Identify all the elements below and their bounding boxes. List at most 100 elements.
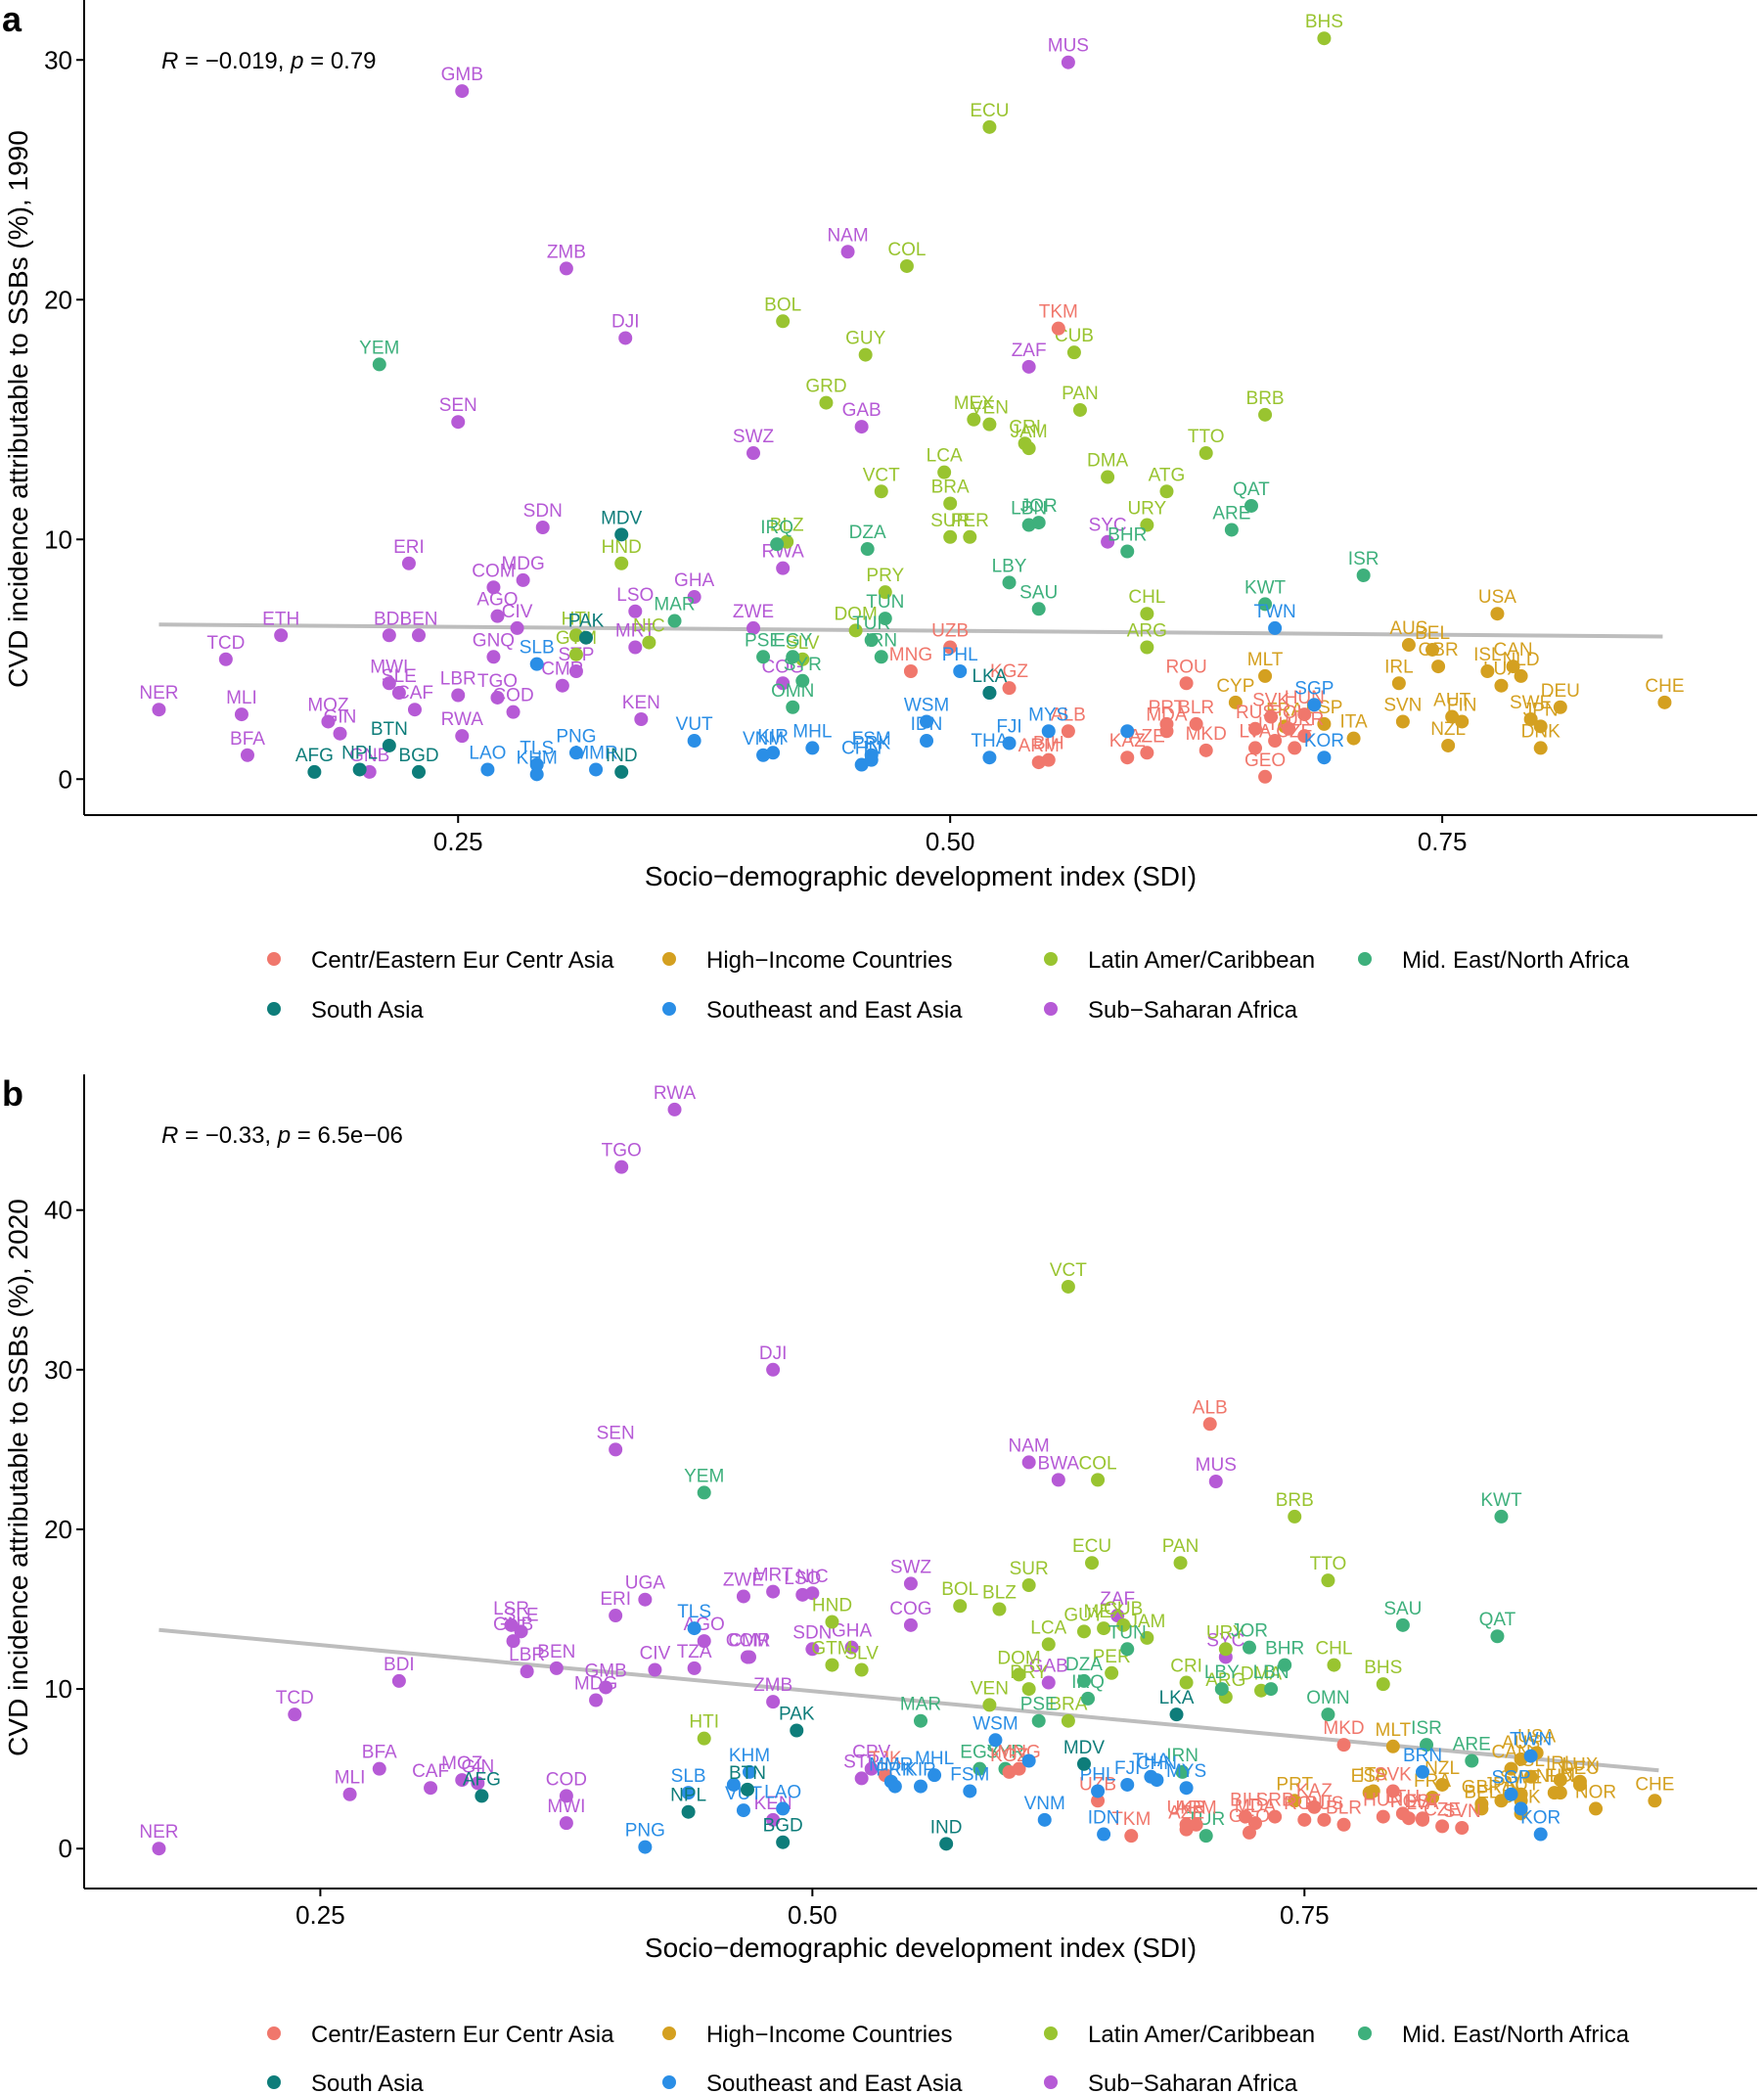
point-label-twn: TWN [1510,1730,1552,1751]
legend-label-high-income-countries: High−Income Countries [706,2022,952,2048]
point-label-idn: IDN [911,714,943,735]
point-label-alb: ALB [1051,705,1086,725]
panel-a-plot: 0 10 20 30 0.25 0.50 0.75 NER TCD ETH MLI BFA MOZGIN… [44,0,1757,856]
point-png [568,746,583,760]
point-moz [321,714,336,729]
point-lux [1572,1774,1587,1789]
point-dji [618,331,633,345]
point-label-sgp: SGP [1294,678,1334,699]
point-label-omn: OMN [1306,1688,1349,1708]
point-label-bol: BOL [764,295,801,315]
point-label-per: PER [951,511,989,531]
point-lux [1494,678,1509,693]
point-svn [1395,714,1410,729]
point-label-ner: NER [139,683,178,704]
panel-a-series-sub-saharan-africa: NERTCDETHMLIBFAMOZGINGMBZMBDJISENERISDNM… [139,36,1127,779]
point-tha [982,751,997,765]
point-label-nzl: NZL [1430,719,1466,740]
point-label-mys: MYS [1028,705,1068,725]
point-label-sur: SUR [930,511,970,531]
point-ita [1346,731,1361,746]
point-label-bwa: BWA [1038,1453,1080,1474]
panel-b-legend: Centr/Eastern Eur Centr Asia High−Income … [267,2022,1630,2094]
point-label-mrt: MRT [615,621,656,642]
point-gtm [568,647,583,661]
point-are [1465,1753,1479,1768]
point-tto [1321,1573,1335,1588]
point-tls [529,757,544,772]
point-bol [953,1599,968,1614]
point-label-lbn: LBN [1253,1662,1289,1683]
point-mng [1012,1761,1026,1776]
point-jam [1021,441,1036,456]
point-label-pak: PAK [568,612,605,632]
legend-label-sub-saharan-africa: Sub−Saharan Africa [1088,997,1298,1024]
point-wsm [920,714,934,729]
point-label-bhs: BHS [1364,1658,1402,1678]
point-label-bgd: BGD [763,1816,803,1837]
point-tgo [614,1160,629,1174]
point-ven [982,1698,997,1712]
point-label-vnm: VNM [743,729,784,750]
legend-label-south-asia: South Asia [311,997,424,1024]
point-omn [1321,1707,1335,1722]
point-bhs [1376,1677,1390,1692]
point-jor [1242,1640,1256,1655]
point-nld [1547,1786,1561,1800]
point-svk [1264,709,1279,724]
point-egy [972,1761,987,1776]
point-per [963,529,977,544]
point-label-gmb: GMB [584,1661,626,1681]
point-label-civ: CIV [502,602,533,622]
legend-key-latin-amer-caribbean [1044,952,1058,966]
point-bdi [391,1673,406,1688]
point-est [1416,1811,1429,1826]
point-stp [854,1771,869,1786]
point-gmb [455,84,470,99]
point-label-zaf: ZAF [1100,1589,1135,1610]
point-label-egy: EGY [960,1743,999,1763]
point-label-mda: MDA [1235,1797,1277,1817]
point-label-ukr: UKR [1167,1798,1206,1819]
point-label-cze: CZE [1424,1799,1461,1820]
point-mus [1061,55,1075,69]
point-tls [687,1621,701,1636]
point-label-lux: LUX [1561,1755,1598,1776]
point-label-mli: MLI [226,688,257,708]
point-dza [860,542,875,557]
panel-a-y-tick-label: 0 [59,764,72,794]
point-fin [1455,714,1470,729]
point-eri [609,1609,623,1623]
point-sau [1031,602,1046,616]
point-label-dom: DOM [997,1648,1040,1668]
point-label-egy: EGY [773,630,812,651]
point-label-kgz: KGZ [990,1746,1028,1766]
point-label-irn: IRN [865,630,897,651]
point-label-wsm: WSM [972,1713,1018,1734]
point-dma [1101,470,1115,484]
point-bih [1041,752,1056,767]
point-label-lsr: LSR [493,1599,529,1619]
point-label-blr: BLR [1178,698,1214,718]
point-label-pry: PRY [1010,1662,1048,1683]
point-zwe [736,1589,750,1604]
point-jpn [1533,719,1548,734]
point-label-fsm: FSM [950,1764,989,1785]
point-gab [854,420,869,434]
point-label-caf: CAF [396,683,433,704]
point-jor [1031,516,1046,530]
point-sen [609,1442,623,1457]
point-label-slv: SLV [786,633,820,654]
panel-a-xlabel: Socio−demographic development index (SDI… [645,861,1197,891]
point-label-yem: YEM [359,338,399,358]
point-irn [874,650,888,664]
legend-key-southeast-and-east-asia [662,1002,676,1016]
panel-a-y-tick-label: 30 [44,45,72,74]
point-qat [1244,498,1258,513]
panel-a-p-label: p [290,48,303,74]
point-dom [1012,1667,1026,1682]
point-grd [819,395,834,410]
point-label-ben: BEN [399,609,437,629]
point-label-geo: GEO [1244,751,1286,771]
legend-label-centr-eastern-eur-centr-asia: Centr/Eastern Eur Centr Asia [311,947,614,974]
